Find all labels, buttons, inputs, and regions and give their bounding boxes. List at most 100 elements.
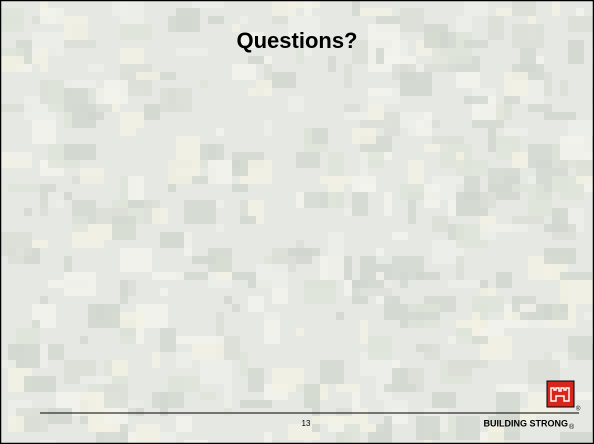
camo-patch xyxy=(160,288,168,296)
camo-patch xyxy=(192,176,208,184)
camo-patch xyxy=(32,320,40,328)
camo-patch xyxy=(352,392,360,416)
camo-patch xyxy=(384,296,400,320)
camo-patch xyxy=(344,208,352,216)
camo-patch xyxy=(64,272,96,296)
camo-patch xyxy=(568,16,594,32)
camo-patch xyxy=(560,80,568,96)
camo-patch xyxy=(240,216,256,224)
camo-patch xyxy=(136,72,160,80)
camo-patch xyxy=(160,328,176,352)
camo-patch xyxy=(24,376,56,392)
camo-patch xyxy=(384,192,392,216)
camo-patch xyxy=(504,312,520,320)
camo-patch xyxy=(424,112,432,136)
camo-patch xyxy=(256,80,272,96)
camo-patch xyxy=(232,64,256,80)
camo-patch xyxy=(384,384,416,392)
camo-patch xyxy=(216,128,224,136)
camo-patch xyxy=(120,328,136,344)
camo-patch xyxy=(456,160,488,176)
camo-patch xyxy=(128,200,152,208)
camo-patch xyxy=(336,384,360,392)
camo-patch xyxy=(64,104,72,128)
camo-patch xyxy=(408,312,440,320)
page-number: 13 xyxy=(302,419,311,428)
camo-patch xyxy=(416,272,440,280)
camo-patch xyxy=(528,192,552,216)
camo-patch xyxy=(464,40,488,48)
camo-patch xyxy=(96,424,128,432)
camo-patch xyxy=(584,312,592,320)
camo-patch xyxy=(256,264,288,288)
camo-patch xyxy=(560,136,592,160)
camo-patch xyxy=(80,168,104,184)
camo-patch xyxy=(552,0,560,16)
camo-patch xyxy=(176,416,192,432)
camo-patch xyxy=(488,128,496,152)
camo-patch xyxy=(120,0,144,24)
camo-patch xyxy=(48,344,64,360)
camo-patch xyxy=(432,216,448,232)
camo-patch xyxy=(144,104,160,120)
camo-patch xyxy=(240,16,248,24)
camo-patch xyxy=(416,120,424,136)
camo-patch xyxy=(512,216,544,224)
camo-patch xyxy=(184,200,216,224)
camo-patch xyxy=(40,48,48,72)
camo-patch xyxy=(552,176,568,192)
camo-patch xyxy=(448,336,456,344)
camo-patch xyxy=(576,160,594,176)
camo-patch xyxy=(288,32,296,40)
camo-patch xyxy=(576,8,584,16)
camo-patch xyxy=(304,48,312,56)
camo-patch xyxy=(0,8,24,32)
camo-patch xyxy=(328,232,344,256)
camo-patch xyxy=(560,280,592,304)
camo-patch xyxy=(504,96,520,104)
camo-patch xyxy=(272,72,296,88)
camo-patch xyxy=(80,336,88,344)
camo-patch xyxy=(0,360,16,368)
logo-castle xyxy=(550,387,570,402)
camo-patch xyxy=(192,344,224,360)
camo-patch xyxy=(232,304,240,312)
camo-patch xyxy=(368,88,392,96)
camo-patch xyxy=(264,120,272,136)
camo-patch xyxy=(264,312,280,320)
camo-patch xyxy=(576,392,594,400)
camo-patch xyxy=(544,304,552,320)
camo-patch xyxy=(232,272,256,280)
camo-patch xyxy=(32,240,48,248)
camo-patch xyxy=(496,224,528,232)
camo-patch xyxy=(184,232,192,256)
camo-patch xyxy=(64,16,88,40)
camo-patch xyxy=(64,256,72,272)
camo-patch xyxy=(512,24,544,48)
camo-patch xyxy=(192,0,224,8)
camo-patch xyxy=(360,120,392,128)
camo-patch xyxy=(320,176,352,184)
camo-patch xyxy=(528,320,552,328)
camo-patch xyxy=(392,368,408,384)
camo-patch xyxy=(88,64,104,72)
camo-patch xyxy=(328,184,344,192)
camo-patch xyxy=(352,0,360,16)
camo-patch xyxy=(360,8,392,16)
camo-patch xyxy=(80,376,112,384)
camo-patch xyxy=(152,392,184,408)
camo-patch xyxy=(464,0,488,16)
camo-patch xyxy=(304,440,312,444)
camo-patch xyxy=(72,216,88,232)
camo-patch xyxy=(496,8,512,16)
camo-patch xyxy=(176,352,192,368)
camo-patch xyxy=(304,280,336,304)
camo-patch xyxy=(344,112,368,120)
camo-patch xyxy=(208,248,232,272)
camo-patch xyxy=(496,392,520,416)
castle-logo xyxy=(546,380,575,408)
camo-patch xyxy=(304,0,312,16)
camo-patch xyxy=(128,176,144,200)
camo-patch xyxy=(472,336,488,344)
camo-patch xyxy=(232,24,240,32)
